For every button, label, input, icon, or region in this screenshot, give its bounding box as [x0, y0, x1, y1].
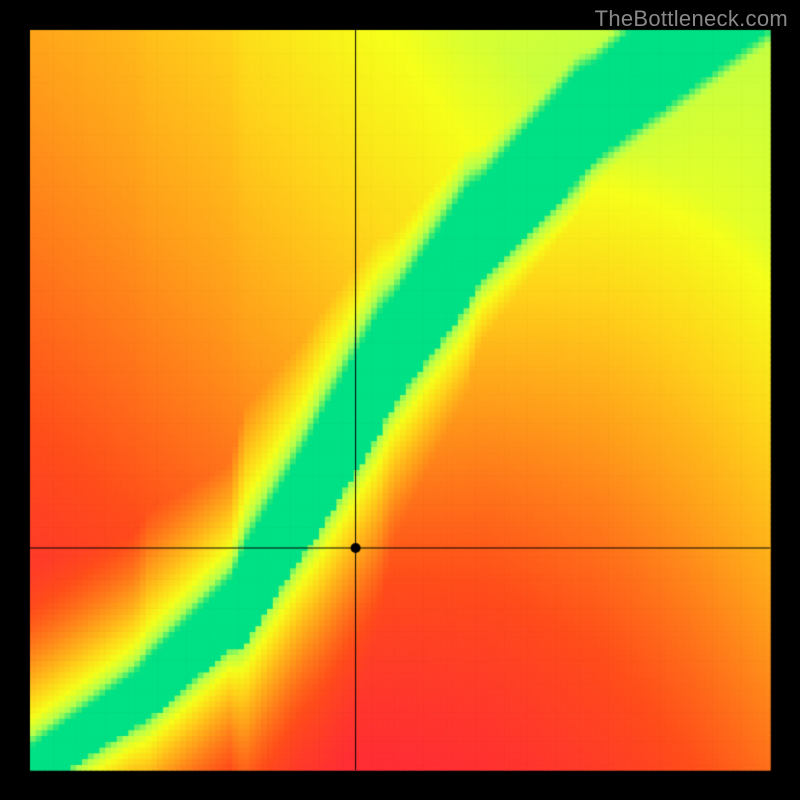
watermark-text: TheBottleneck.com: [595, 6, 788, 32]
chart-container: TheBottleneck.com: [0, 0, 800, 800]
heatmap-canvas: [0, 0, 800, 800]
